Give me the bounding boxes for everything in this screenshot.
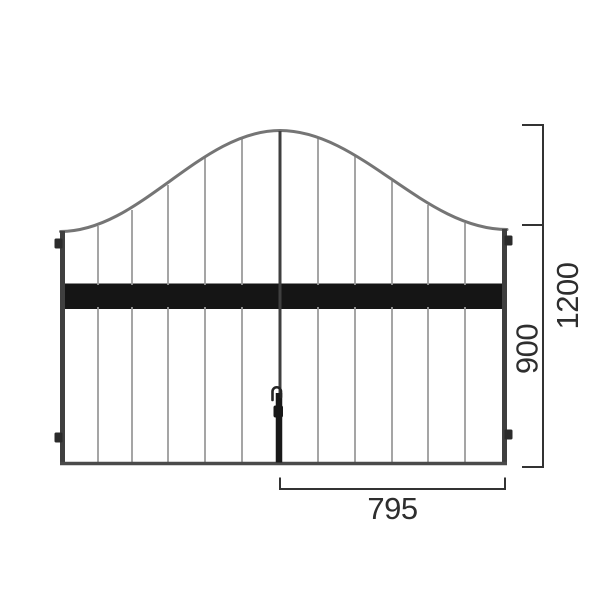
- dimension-label-panel-height: 900: [509, 324, 544, 374]
- gate-mid-band: [60, 283, 507, 309]
- hinge-top-left: [54, 238, 63, 249]
- gate-latch: [271, 385, 283, 463]
- dimension-height-lines: [522, 124, 544, 468]
- gate-arch-top-rail: [59, 128, 509, 233]
- latch-catch-block: [273, 405, 283, 418]
- hinge-bottom-right: [504, 429, 513, 440]
- hinge-top-right: [504, 235, 513, 246]
- dimension-label-overall-height: 1200: [550, 262, 585, 329]
- hinge-bottom-left: [54, 432, 63, 443]
- dimension-line-overall-height: [522, 124, 544, 468]
- gate-frame: [60, 131, 507, 466]
- gate-hinges: [54, 235, 513, 443]
- latch-hook-handle: [271, 385, 283, 402]
- gate-upper-pickets: [97, 137, 466, 285]
- gate-lower-pickets: [97, 307, 466, 463]
- dimension-label-leaf-width: 795: [367, 491, 417, 526]
- dimension-line-leaf-width: [279, 477, 506, 490]
